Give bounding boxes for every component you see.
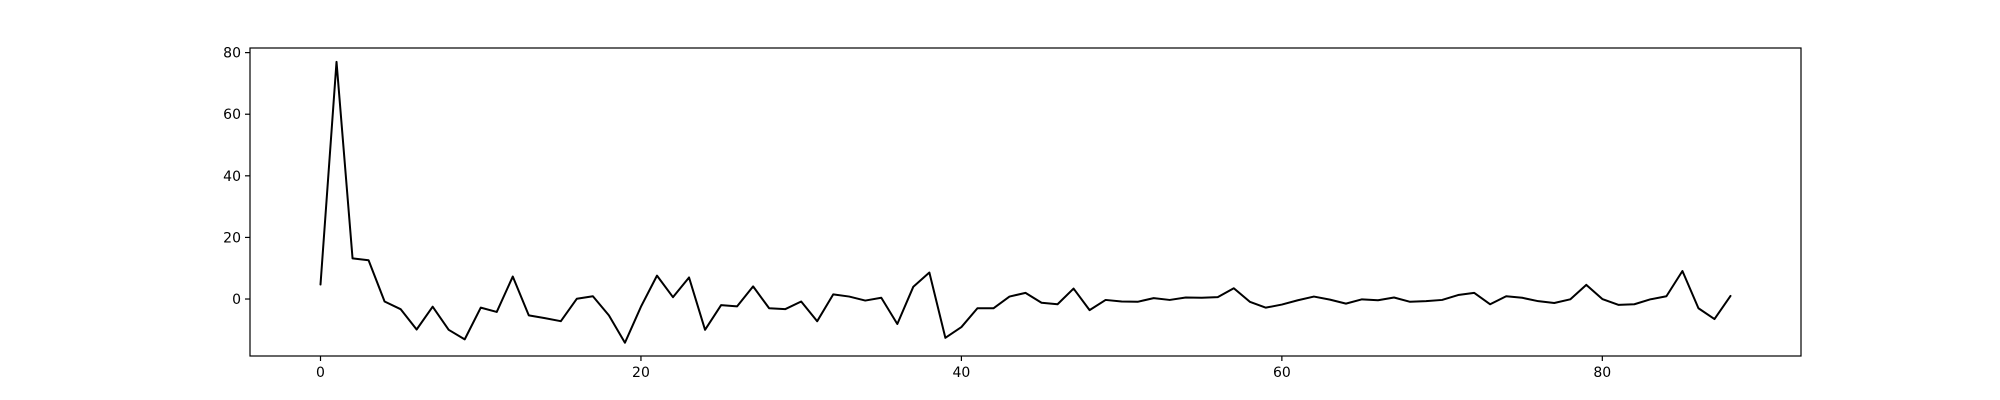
x-tick-label: 60 [1273, 365, 1291, 381]
x-tick-label: 40 [952, 365, 970, 381]
y-tick-label: 60 [223, 107, 241, 123]
series-line [319, 60, 1732, 344]
x-tick-label: 80 [1593, 365, 1611, 381]
x-tick-label: 20 [632, 365, 650, 381]
y-tick-label: 40 [223, 169, 241, 185]
ticks-layer: 0 20 40 60 80 0 20 40 60 80 [223, 46, 1611, 381]
y-tick-label: 0 [232, 292, 241, 308]
x-tick-label: 0 [316, 365, 325, 381]
plot-area-frame [249, 47, 1802, 357]
y-tick-label: 80 [223, 46, 241, 62]
y-tick-label: 20 [223, 230, 241, 246]
